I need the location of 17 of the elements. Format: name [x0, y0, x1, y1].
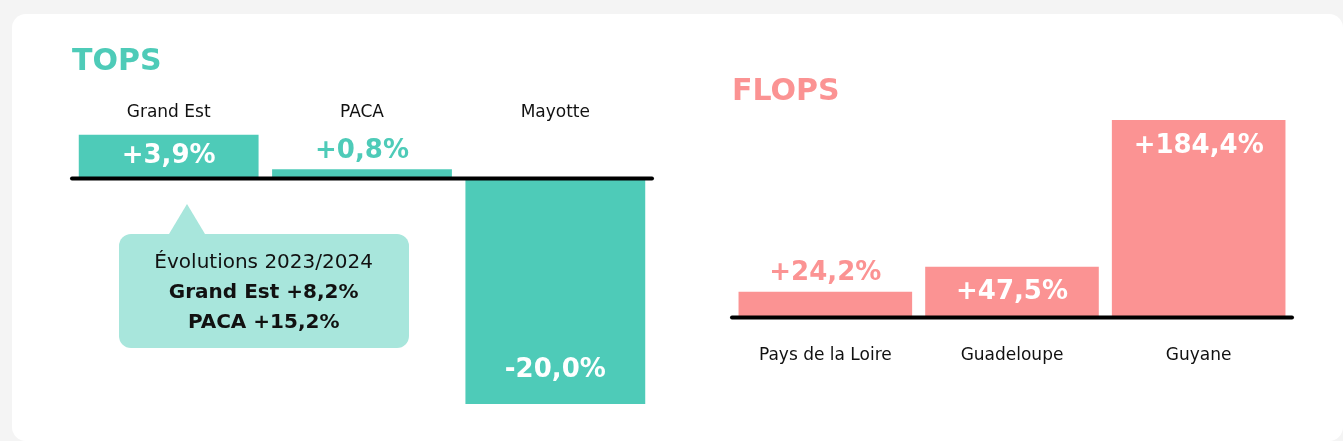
data-label: +3,9%	[121, 139, 216, 170]
data-label: +47,5%	[956, 274, 1068, 305]
data-label: +24,2%	[769, 256, 882, 287]
chart-title: FLOPS	[732, 71, 840, 107]
x-tick-label: Pays de la Loire	[758, 344, 892, 365]
x-tick-label: Guyane	[1165, 344, 1232, 365]
annotation: Évolutions 2023/2024	[153, 248, 374, 276]
annotation: PACA +15,2%	[186, 308, 341, 336]
x-tick-label: Grand Est	[126, 100, 211, 121]
data-label: +184,4%	[1133, 128, 1264, 159]
x-tick-label: PACA	[340, 100, 385, 121]
data-label: -20,0%	[504, 352, 606, 383]
x-tick-label: Guadeloupe	[960, 344, 1064, 365]
x-tick-label: Mayotte	[520, 100, 591, 121]
chart-title: TOPS	[72, 41, 162, 77]
data-label: +0,8%	[315, 134, 409, 165]
annotation: Grand Est +8,2%	[167, 278, 360, 306]
